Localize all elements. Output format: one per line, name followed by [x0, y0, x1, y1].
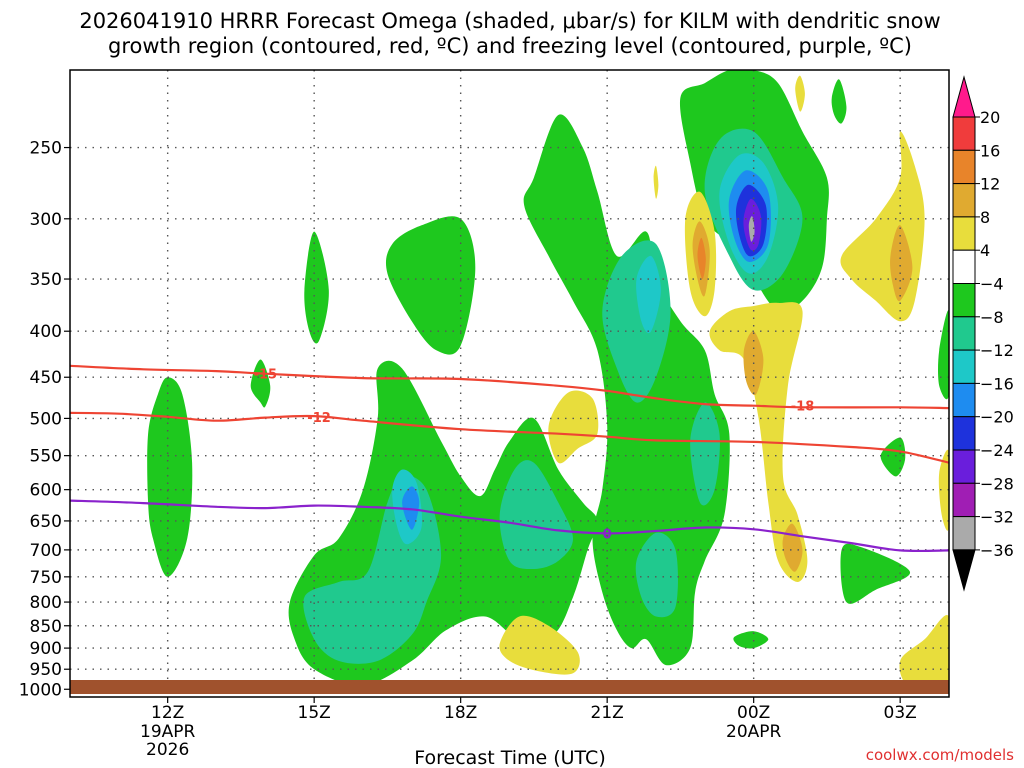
colorbar-bottom-arrow	[952, 549, 976, 592]
x-tick-label-21Z: 21Z	[591, 703, 624, 723]
colorbar-swatch-6	[952, 283, 976, 318]
contour-label-dendritic--15: -15	[254, 368, 278, 383]
contour-label-dendritic--18: -18	[791, 400, 815, 415]
omega-shading	[147, 70, 949, 693]
x-tick-sublabel-20APR: 20APR	[726, 722, 782, 742]
colorbar-label-9: −20	[980, 408, 1014, 427]
omega-region-29	[548, 390, 599, 464]
colorbar-swatch-12	[952, 482, 976, 518]
colorbar-swatch-10	[952, 416, 976, 451]
colorbar-label-6: −8	[980, 308, 1004, 327]
omega-region-8	[831, 79, 847, 124]
colorbar-swatch-4	[952, 216, 976, 251]
colorbar: 20 16 12 8 4 −4 −8 −12 −16 −20 −24 −28 −32 −36	[952, 75, 1014, 592]
chart-title-line-1: 2026041910 HRRR Forecast Omega (shaded, …	[79, 9, 940, 33]
omega-region-13	[499, 460, 573, 570]
y-tick-label-250: 250	[30, 139, 62, 159]
omega-region-32	[938, 449, 949, 531]
colorbar-swatch-1	[952, 116, 976, 151]
colorbar-swatch-8	[952, 349, 976, 384]
colorbar-label-11: −28	[980, 474, 1014, 493]
omega-region-15	[635, 532, 678, 618]
omega-region-34	[653, 165, 659, 199]
y-tick-label-650: 650	[30, 512, 62, 532]
credit-label: coolwx.com/models	[866, 746, 1014, 764]
colorbar-swatch-9	[952, 382, 976, 418]
colorbar-label-7: −12	[980, 341, 1014, 360]
x-tick-label-15Z: 15Z	[298, 703, 331, 723]
colorbar-swatch-13	[952, 516, 976, 551]
omega-region-10	[840, 543, 911, 604]
y-tick-label-300: 300	[30, 210, 62, 230]
x-tick-label-18Z: 18Z	[444, 703, 477, 723]
plot-area: -15 -12 -18 0	[70, 70, 949, 697]
omega-region-28	[840, 131, 925, 322]
colorbar-swatch-11	[952, 449, 976, 484]
colorbar-label-2: 12	[980, 175, 1000, 194]
x-tick-label-12Z: 12Z	[151, 703, 184, 723]
contour-lines: -15 -12 -18 0	[70, 364, 949, 553]
colorbar-label-12: −32	[980, 508, 1014, 527]
contour-label-freezing-level: 0	[603, 527, 612, 542]
y-tick-label-450: 450	[30, 368, 62, 388]
y-tick-label-900: 900	[30, 639, 62, 659]
colorbar-label-10: −24	[980, 441, 1014, 460]
omega-region-31	[899, 614, 949, 693]
colorbar-label-5: −4	[980, 275, 1004, 294]
contour-label-dendritic--12: -12	[307, 411, 331, 426]
x-axis-label: Forecast Time (UTC)	[414, 747, 605, 768]
y-tick-label-700: 700	[30, 541, 62, 561]
y-tick-label-500: 500	[30, 409, 62, 429]
x-tick-sublabel-19APR: 19APR	[140, 722, 196, 742]
y-tick-label-400: 400	[30, 322, 62, 342]
chart-title-line-2: growth region (contoured, red, ºC) and f…	[108, 34, 912, 58]
omega-region-33	[795, 75, 805, 112]
omega-region-11	[733, 631, 769, 649]
omega-region-39	[697, 237, 706, 280]
colorbar-label-1: 16	[980, 141, 1000, 160]
y-tick-label-850: 850	[30, 617, 62, 637]
x-tick-label-00Z: 00Z	[737, 703, 770, 723]
omega-region-16	[690, 402, 720, 506]
omega-region-3	[385, 216, 476, 355]
omega-region-30	[499, 615, 580, 675]
omega-region-19	[636, 255, 661, 334]
colorbar-label-8: −16	[980, 374, 1014, 393]
colorbar-top-arrow	[952, 75, 976, 118]
contour-dendritic--12	[70, 411, 949, 464]
contour-dendritic--15	[70, 364, 949, 410]
colorbar-label-0: 20	[980, 108, 1000, 127]
omega-region-2	[304, 231, 329, 344]
plot-frame	[69, 69, 950, 698]
colorbar-swatch-7	[952, 316, 976, 351]
y-tick-label-550: 550	[30, 447, 62, 467]
colorbar-swatch-2	[952, 149, 976, 185]
colorbar-swatch-3	[952, 183, 976, 218]
y-tick-label-600: 600	[30, 481, 62, 501]
y-tick-label-800: 800	[30, 593, 62, 613]
omega-region-0	[147, 377, 193, 577]
y-tick-label-950: 950	[30, 660, 62, 680]
colorbar-swatch-5	[952, 249, 976, 284]
colorbar-label-4: 4	[980, 241, 990, 260]
contour-freezing-level	[70, 499, 949, 553]
omega-region-1	[250, 359, 271, 408]
omega-region-27	[709, 302, 808, 582]
omega-region-38	[890, 225, 913, 302]
colorbar-label-3: 8	[980, 208, 990, 227]
ground-strip	[70, 680, 949, 694]
x-tick-sublabel-2026: 2026	[146, 740, 189, 760]
y-tick-label-750: 750	[30, 568, 62, 588]
colorbar-label-13: −36	[980, 541, 1014, 560]
y-tick-label-1000: 1000	[19, 680, 62, 700]
omega-region-9	[880, 437, 906, 477]
x-tick-label-03Z: 03Z	[884, 703, 917, 723]
y-tick-label-350: 350	[30, 270, 62, 290]
